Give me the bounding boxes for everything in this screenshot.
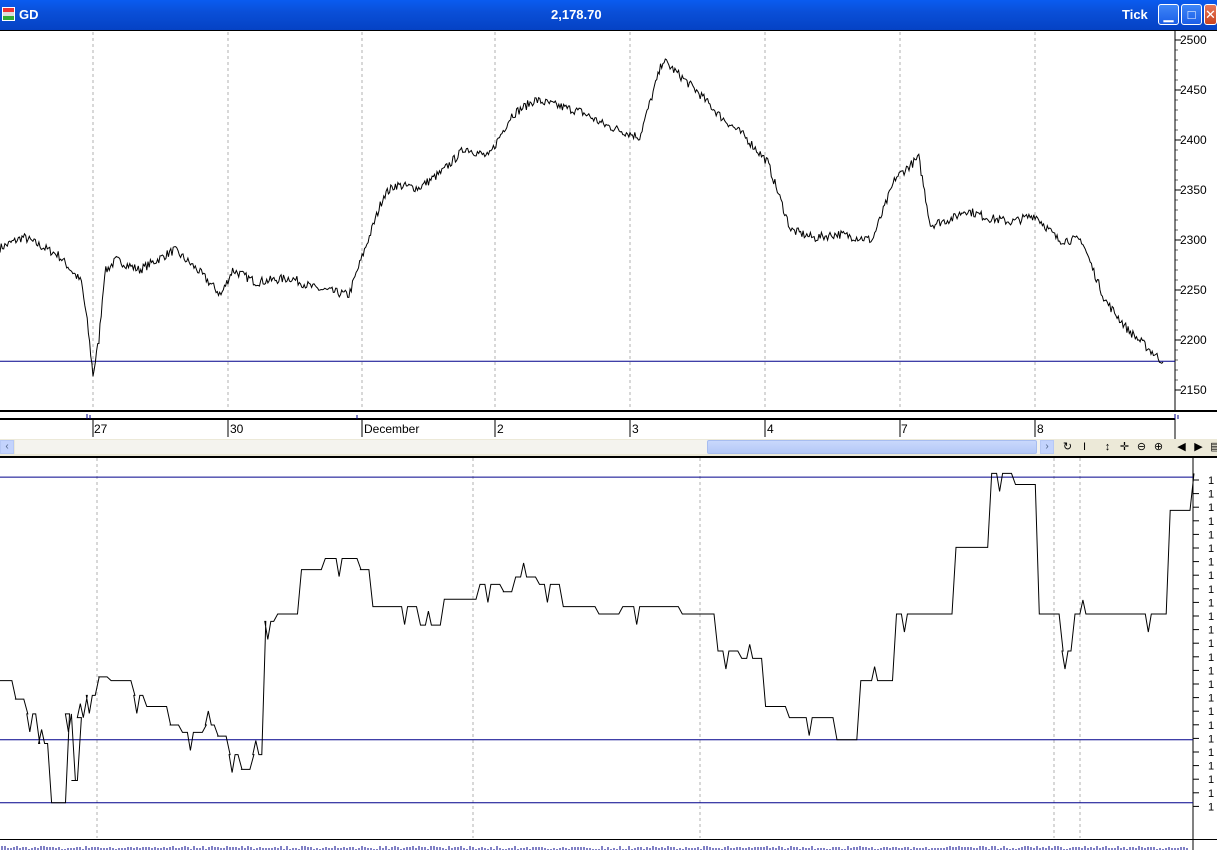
indicator-ytick-label: 1 — [1208, 761, 1214, 773]
indicator-ytick-label: 1 — [1208, 747, 1214, 759]
text-cursor-icon: I — [1082, 441, 1087, 453]
indicator-ytick-label: 1 — [1208, 516, 1214, 528]
indicator-ytick-label: 1 — [1208, 801, 1214, 813]
indicator-ytick-label: 1 — [1208, 774, 1214, 786]
date-label-27: 27 — [94, 422, 108, 436]
date-label-3: 3 — [632, 422, 639, 436]
indicator-ytick-label: 1 — [1208, 475, 1214, 487]
volume-tick-strip — [0, 414, 1179, 419]
price-series-line[interactable] — [0, 58, 1164, 377]
chart-scrollbar[interactable]: ‹ › ↻ I ↕ ✛ ⊖ ⊕ ◀ ▶ ▤ — [0, 439, 1217, 456]
indicator-ytick-label: 1 — [1208, 570, 1214, 582]
price-ytick-label: 2450 — [1180, 83, 1207, 97]
vertical-zoom-tool[interactable]: ↕ — [1100, 440, 1115, 455]
indicator-ytick-label: 1 — [1208, 597, 1214, 609]
indicator-ytick-label: 1 — [1208, 720, 1214, 732]
indicator-ytick-label: 1 — [1208, 652, 1214, 664]
date-label-7: 7 — [901, 422, 908, 436]
zoom-out-icon: ⊖ — [1136, 441, 1147, 453]
move-icon: ✛ — [1119, 441, 1130, 453]
zoom-in-tool[interactable]: ⊕ — [1151, 440, 1166, 455]
scroll-right-button[interactable]: › — [1040, 440, 1054, 454]
indicator-series-line[interactable] — [0, 472, 1195, 804]
indicator-ytick-label: 1 — [1208, 733, 1214, 745]
date-axis: 27 30 December 2 3 4 7 8 — [0, 419, 1175, 439]
indicator-ytick-label: 1 — [1208, 665, 1214, 677]
indicator-ytick-label: 1 — [1208, 611, 1214, 623]
app-icon[interactable] — [2, 7, 15, 21]
panel-icon: ▤ — [1210, 441, 1217, 453]
last-price-label: 2,178.70 — [551, 7, 602, 22]
date-axis-ticks — [0, 419, 1176, 439]
date-label-december: December — [364, 422, 420, 436]
refresh-icon: ↻ — [1062, 441, 1073, 453]
price-ytick-label: 2300 — [1180, 233, 1207, 247]
price-ytick-label: 2350 — [1180, 183, 1207, 197]
cursor-tool[interactable]: I — [1077, 440, 1092, 455]
close-icon: ✕ — [1205, 7, 1216, 22]
minimize-icon: ▁ — [1163, 7, 1174, 22]
date-label-8: 8 — [1037, 422, 1044, 436]
indicator-ytick-label: 1 — [1208, 788, 1214, 800]
refresh-tool[interactable]: ↻ — [1060, 440, 1075, 455]
close-button[interactable]: ✕ — [1204, 4, 1217, 25]
indicator-ytick-label: 1 — [1208, 584, 1214, 596]
scroll-thumb[interactable] — [707, 440, 1037, 454]
symbol-label: GD — [19, 7, 39, 22]
scroll-back-tool[interactable]: ◀ — [1174, 440, 1189, 455]
price-chart[interactable]: 2500 2450 2400 2350 2300 2250 2200 2150 — [0, 30, 1217, 410]
indicator-ytick-label: 1 — [1208, 679, 1214, 691]
price-ytick-label: 2500 — [1180, 33, 1207, 47]
price-ytick-label: 2150 — [1180, 383, 1207, 397]
interval-mode-label[interactable]: Tick — [1122, 7, 1148, 22]
indicator-ytick-label: 1 — [1208, 502, 1214, 514]
indicator-ytick-label: 1 — [1208, 557, 1214, 569]
price-ytick-label: 2200 — [1180, 333, 1207, 347]
vertical-arrows-icon: ↕ — [1104, 441, 1111, 453]
indicator-ytick-label: 1 — [1208, 625, 1214, 637]
indicator-ytick-label: 1 — [1208, 529, 1214, 541]
indicator-ytick-label: 1 — [1208, 489, 1214, 501]
maximize-button[interactable]: □ — [1181, 4, 1202, 25]
indicator-ytick-label: 1 — [1208, 693, 1214, 705]
zoom-in-icon: ⊕ — [1153, 441, 1164, 453]
maximize-icon: □ — [1187, 7, 1196, 22]
panel-divider-2[interactable] — [0, 456, 1217, 458]
panel-options-tool[interactable]: ▤ — [1208, 440, 1217, 455]
indicator-ytick-label: 1 — [1208, 638, 1214, 650]
panel-divider[interactable] — [0, 410, 1217, 412]
chevron-right-icon: › — [1045, 441, 1049, 452]
scroll-forward-tool[interactable]: ▶ — [1191, 440, 1206, 455]
indicator-ytick-label: 1 — [1208, 706, 1214, 718]
date-label-4: 4 — [767, 422, 774, 436]
date-label-2: 2 — [497, 422, 504, 436]
price-ytick-label: 2400 — [1180, 133, 1207, 147]
window-titlebar: GD 2,178.70 Tick ▁ □ ✕ — [0, 0, 1217, 30]
price-ytick-label: 2250 — [1180, 283, 1207, 297]
indicator-ytick-label: 1 — [1208, 543, 1214, 555]
zoom-out-tool[interactable]: ⊖ — [1134, 440, 1149, 455]
date-label-30: 30 — [230, 422, 244, 436]
scroll-left-button[interactable]: ‹ — [0, 440, 14, 454]
chevron-left-icon: ‹ — [5, 441, 9, 452]
triangle-left-icon: ◀ — [1177, 441, 1186, 453]
minimize-button[interactable]: ▁ — [1158, 4, 1179, 25]
move-tool[interactable]: ✛ — [1117, 440, 1132, 455]
triangle-right-icon: ▶ — [1194, 441, 1203, 453]
